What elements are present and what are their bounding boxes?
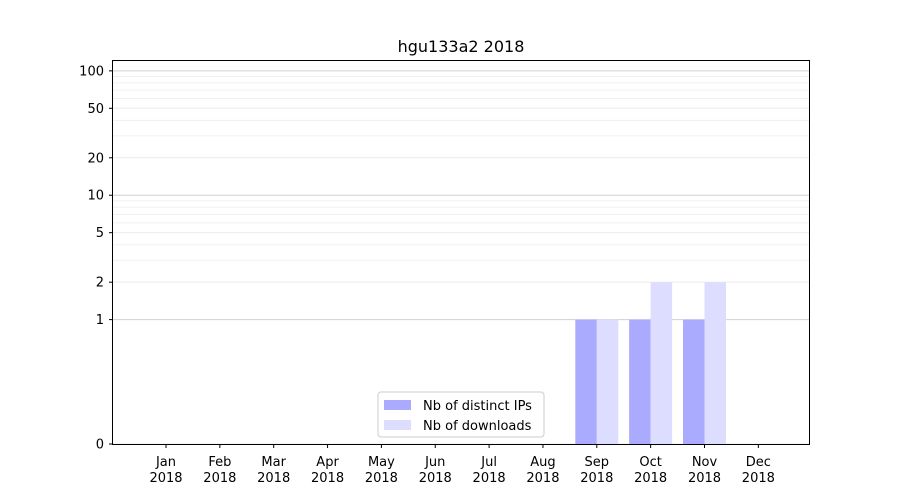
bars bbox=[575, 282, 726, 444]
bar-distinct-ips bbox=[575, 319, 597, 444]
y-tick-label: 10 bbox=[87, 189, 104, 204]
x-tick-label: Oct 2018 bbox=[634, 455, 667, 486]
y-axis: 0 1 2 5 10 20 50 100 bbox=[79, 64, 113, 453]
y-tick-label: 1 bbox=[96, 313, 104, 328]
y-tick-label: 0 bbox=[96, 438, 104, 453]
bar-downloads bbox=[650, 282, 673, 444]
x-tick-label: Aug 2018 bbox=[526, 455, 559, 486]
plot-frame bbox=[112, 60, 810, 445]
y-tick-label: 100 bbox=[79, 64, 104, 79]
x-tick-label: Feb 2018 bbox=[203, 455, 236, 486]
legend-frame bbox=[377, 391, 545, 438]
y-tick-label: 5 bbox=[96, 226, 104, 241]
x-tick-label: Apr 2018 bbox=[311, 455, 344, 486]
x-tick-label: Jan 2018 bbox=[149, 455, 182, 486]
bar-distinct-ips bbox=[629, 319, 651, 444]
y-tick-label: 2 bbox=[96, 276, 104, 291]
legend-swatch bbox=[384, 400, 411, 410]
x-tick-label: May 2018 bbox=[365, 455, 398, 486]
legend-swatch bbox=[384, 420, 411, 430]
legend: Nb of distinct IPs Nb of downloads bbox=[377, 391, 545, 438]
y-tick-label: 50 bbox=[87, 102, 104, 117]
x-tick-label: Sep 2018 bbox=[580, 455, 613, 486]
x-tick-label: Mar 2018 bbox=[257, 455, 290, 486]
legend-label: Nb of downloads bbox=[423, 419, 532, 434]
bar-downloads bbox=[596, 319, 619, 444]
chart-title: hgu133a2 2018 bbox=[398, 37, 525, 56]
legend-label: Nb of distinct IPs bbox=[423, 399, 532, 414]
y-tick-label: 20 bbox=[87, 151, 104, 166]
bar-downloads bbox=[704, 282, 726, 444]
x-tick-label: Dec 2018 bbox=[742, 455, 775, 486]
x-tick-label: Nov 2018 bbox=[688, 455, 721, 486]
x-tick-label: Jul 2018 bbox=[473, 455, 506, 486]
x-axis: Jan 2018 Feb 2018 Mar 2018 Apr 2018 May 2018 Jun 20… bbox=[149, 444, 775, 486]
bar-distinct-ips bbox=[683, 319, 705, 444]
x-tick-label: Jun 2018 bbox=[419, 455, 452, 486]
